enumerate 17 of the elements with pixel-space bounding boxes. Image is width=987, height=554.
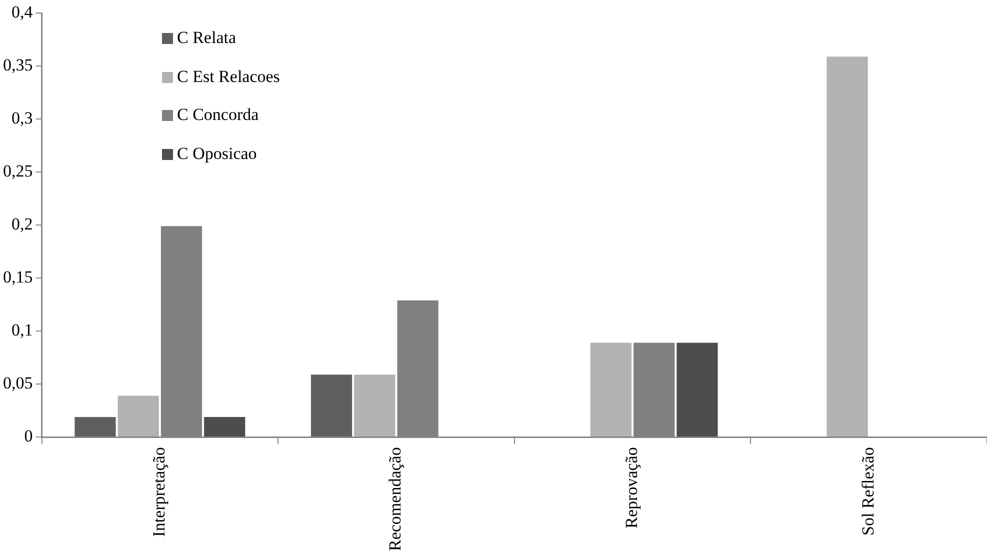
legend-label: C Relata xyxy=(177,28,236,48)
y-tick-label: 0,25 xyxy=(3,162,33,181)
y-tick-label: 0,05 xyxy=(3,374,33,393)
y-tick-label: 0,4 xyxy=(12,2,34,22)
y-tick-label: 0 xyxy=(24,426,33,446)
legend-label: C Est Relacoes xyxy=(177,66,280,86)
x-tick-label: Sol Reflexão xyxy=(858,447,878,536)
y-tick-label: 0,35 xyxy=(3,56,33,75)
x-tick-label: Reprovação xyxy=(622,447,641,528)
y-tick-label: 0,2 xyxy=(12,214,33,234)
legend-label: C Oposicao xyxy=(177,144,257,164)
x-tick-label: Recomendação xyxy=(386,447,405,552)
y-tick-label: 0,3 xyxy=(12,108,33,128)
y-tick-label: 0,15 xyxy=(3,268,33,287)
x-tick-label: Interpretação xyxy=(149,447,168,537)
legend-label: C Concorda xyxy=(177,105,259,125)
y-tick-label: 0,1 xyxy=(12,320,33,340)
